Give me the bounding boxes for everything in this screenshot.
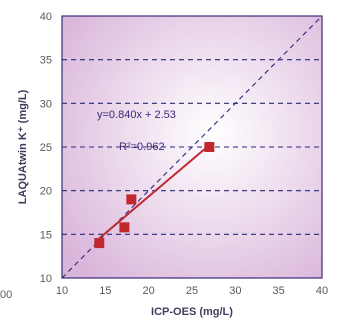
data-point-3: [126, 194, 137, 205]
r-squared-label: R²=0.962: [119, 141, 165, 153]
data-points: [94, 142, 215, 249]
x-tick-label-30: 30: [229, 285, 241, 297]
stray-tick-label: 00: [0, 289, 12, 301]
x-tick-label-40: 40: [316, 285, 328, 297]
y-tick-label-25: 25: [40, 142, 52, 154]
regression-equation: y=0.840x + 2.53: [97, 109, 176, 121]
x-tick-label-20: 20: [143, 285, 155, 297]
x-tick-label-10: 10: [56, 285, 68, 297]
x-tick-label-15: 15: [99, 285, 111, 297]
y-axis-title: LAQUAtwin K⁺ (mg/L): [17, 89, 29, 204]
y-tick-label-20: 20: [40, 186, 52, 198]
x-tick-label-25: 25: [186, 285, 198, 297]
y-tick-label-40: 40: [40, 11, 52, 23]
x-axis-title: ICP-OES (mg/L): [151, 306, 233, 318]
y-tick-label-35: 35: [40, 55, 52, 67]
y-tick-label-10: 10: [40, 273, 52, 285]
y-tick-label-15: 15: [40, 229, 52, 241]
data-point-2: [119, 222, 130, 233]
data-point-4: [204, 142, 215, 152]
plot-frame: [61, 15, 323, 279]
y-tick-label-30: 30: [40, 98, 52, 110]
identity-reference-line: [61, 15, 323, 279]
x-axis-ticks: 10 15 20 25 30 35 40: [56, 285, 328, 297]
regression-fit-line: [98, 144, 210, 240]
x-tick-label-35: 35: [273, 285, 285, 297]
y-axis-ticks: 10 15 20 25 30 35 40: [40, 11, 52, 285]
data-point-1: [94, 238, 105, 249]
